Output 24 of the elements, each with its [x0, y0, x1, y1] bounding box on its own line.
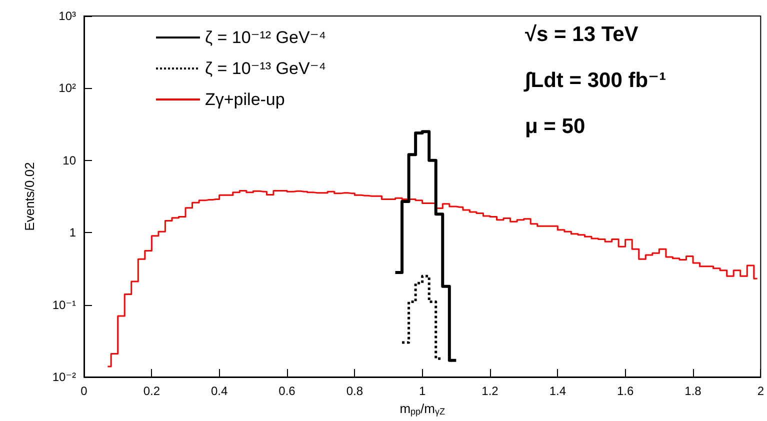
x-tick-label: 1.6: [616, 384, 634, 398]
legend-label: ζ = 10⁻¹³ GeV⁻⁴: [205, 59, 326, 78]
y-tick-label: 10: [62, 153, 76, 168]
annotation: μ = 50: [525, 115, 586, 138]
y-axis-title: Events/0.02: [22, 162, 37, 231]
x-tick-label: 1.8: [684, 384, 702, 398]
x-tick-label: 1.2: [482, 384, 499, 398]
x-tick-label: 2: [757, 384, 764, 398]
y-tick-label: 10³: [58, 9, 76, 23]
x-tick-label: 0: [80, 384, 88, 398]
x-tick-label: 1: [418, 384, 426, 398]
legend-label: Zγ+pile-up: [205, 90, 285, 109]
x-tick-label: 0.4: [210, 384, 228, 398]
annotation: √s = 13 TeV: [525, 23, 638, 46]
legend-label: ζ = 10⁻¹² GeV⁻⁴: [205, 28, 326, 47]
y-tick-label: 1: [69, 226, 76, 240]
x-tick-label: 1.4: [549, 384, 566, 398]
y-tick-label: 10⁻²: [52, 370, 76, 384]
x-tick-label: 0.6: [278, 384, 296, 398]
y-tick-label: 10⁻¹: [52, 298, 76, 312]
annotation: ∫Ldt = 300 fb⁻¹: [523, 69, 666, 92]
x-tick-label: 0.8: [346, 384, 364, 398]
y-tick-label: 10²: [58, 81, 76, 96]
x-tick-label: 0.2: [143, 384, 160, 398]
